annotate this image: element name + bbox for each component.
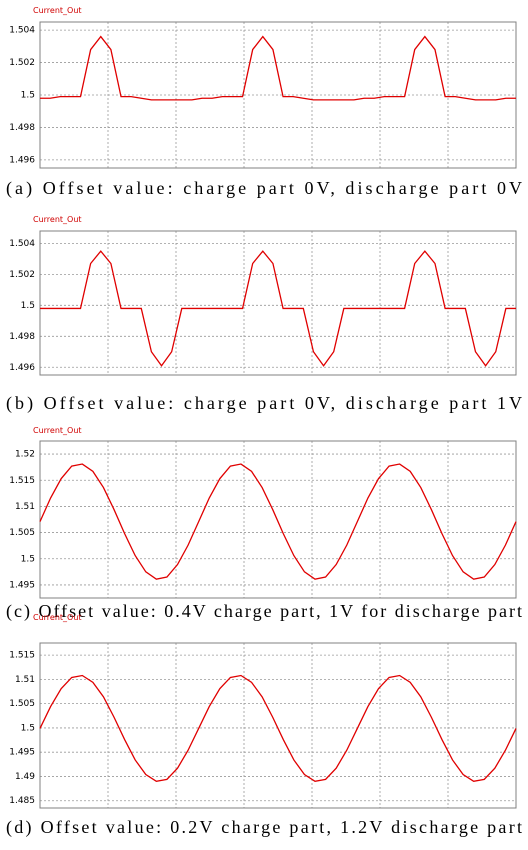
chart-title: Current_Out: [33, 426, 82, 435]
y-tick-label: 1.495: [9, 748, 35, 758]
y-tick-label: 1.504: [9, 26, 35, 36]
y-tick-label: 1.5: [21, 723, 35, 733]
y-tick-label: 1.496: [9, 363, 35, 373]
caption: (b) Offset value: charge part 0V, discha…: [6, 393, 522, 414]
y-tick-label: 1.515: [9, 476, 35, 486]
caption: (c) Offset value: 0.4V charge part, 1V f…: [6, 601, 522, 622]
y-tick-label: 1.49: [15, 772, 35, 782]
y-tick-label: 1.498: [9, 123, 35, 133]
data-line: [39, 674, 517, 782]
chart-title: Current_Out: [33, 613, 82, 622]
y-tick-label: 1.52: [15, 450, 35, 460]
y-tick-label: 1.505: [9, 528, 35, 538]
chart-title: Current_Out: [33, 6, 82, 15]
plot-frame: [39, 642, 517, 809]
y-tick-label: 1.5: [21, 301, 35, 311]
y-tick-label: 1.504: [9, 239, 35, 249]
y-tick-label: 1.496: [9, 155, 35, 165]
plot-frame: [39, 230, 517, 376]
data-line: [40, 250, 516, 367]
y-tick-label: 1.51: [15, 675, 35, 685]
plot-frame: [39, 21, 517, 169]
chart-title: Current_Out: [33, 215, 82, 224]
y-tick-label: 1.495: [9, 580, 35, 590]
y-tick-label: 1.485: [9, 796, 35, 806]
y-tick-label: 1.51: [15, 502, 35, 512]
plot-frame: [39, 440, 517, 599]
y-tick-label: 1.502: [9, 58, 35, 68]
y-tick-label: 1.505: [9, 699, 35, 709]
y-tick-label: 1.498: [9, 332, 35, 342]
caption: (d) Offset value: 0.2V charge part, 1.2V…: [6, 817, 522, 838]
y-tick-label: 1.5: [21, 91, 35, 101]
y-tick-label: 1.5: [21, 554, 35, 564]
caption: (a) Offset value: charge part 0V, discha…: [6, 178, 522, 199]
y-tick-label: 1.502: [9, 270, 35, 280]
y-tick-label: 1.515: [9, 651, 35, 661]
data-line: [40, 35, 516, 101]
data-line: [39, 463, 517, 580]
